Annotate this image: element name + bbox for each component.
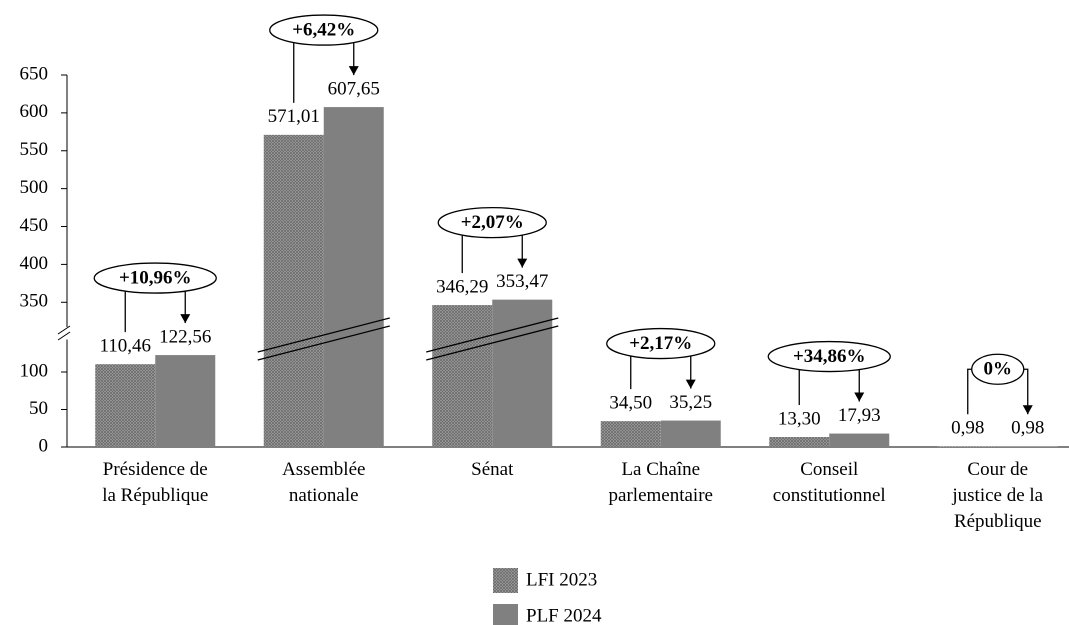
value-label: 110,46 (99, 336, 151, 357)
arrow-head (1022, 405, 1033, 415)
x-tick-label: Conseil constitutionnel (772, 459, 886, 506)
axis-break (57, 331, 71, 341)
x-tick-label: Cour de justice de la République (952, 459, 1044, 532)
annotation-label: +34,86% (793, 346, 866, 367)
bar (600, 421, 661, 447)
y-tick-label: 600 (20, 101, 49, 122)
y-tick-label: 0 (39, 435, 49, 456)
bar (155, 355, 216, 447)
legend-label: LFI 2023 (526, 569, 597, 590)
value-label: 13,30 (778, 408, 821, 429)
value-label: 353,47 (496, 271, 548, 292)
arrow-head (685, 379, 696, 389)
arrow-head (180, 314, 191, 324)
arrow-head (854, 392, 865, 402)
arrow-head (348, 66, 359, 76)
value-label: 346,29 (436, 276, 488, 297)
value-label: 607,65 (328, 78, 380, 99)
annotation-bubble (93, 262, 217, 294)
bar (829, 433, 890, 447)
value-label: 571,01 (268, 106, 320, 127)
bar (263, 134, 324, 447)
axis-break (57, 325, 71, 335)
bar-break (426, 325, 559, 361)
y-tick-label: 350 (20, 291, 49, 312)
y-tick-label: 650 (20, 63, 49, 84)
x-tick-label: La Chaîne parlementaire (608, 459, 713, 506)
bar (997, 446, 1058, 447)
bar (492, 299, 553, 447)
y-tick-label: 50 (29, 398, 48, 419)
annotation-bubble (767, 340, 891, 373)
bar (95, 364, 156, 447)
bar (937, 446, 998, 447)
value-label: 0,98 (951, 418, 984, 439)
bar (432, 305, 493, 447)
value-label: 0,98 (1011, 418, 1044, 439)
annotation-arrow (1023, 368, 1029, 415)
x-tick-label: Assemblée nationale (282, 459, 366, 506)
annotation-bubble (269, 14, 379, 46)
annotation-line (967, 368, 972, 415)
value-label: 17,93 (838, 405, 881, 426)
y-tick-label: 550 (20, 139, 49, 160)
x-tick-label: Sénat (471, 459, 514, 480)
arrow-head (517, 258, 528, 268)
legend-label: PLF 2024 (526, 605, 602, 625)
annotation-bubble (437, 206, 547, 239)
bar (323, 107, 384, 447)
legend-swatch (493, 604, 518, 625)
value-label: 122,56 (159, 326, 211, 347)
value-label: 35,25 (669, 392, 712, 413)
bar (769, 437, 830, 447)
annotation-label: +2,17% (629, 333, 692, 354)
annotation-label: +2,07% (461, 212, 524, 233)
x-tick-label: Présidence de la République (102, 459, 209, 506)
bar-break (426, 317, 559, 353)
y-tick-label: 450 (20, 215, 49, 236)
annotation-label: +6,42% (292, 19, 355, 40)
annotation-label: 0% (984, 359, 1013, 380)
bar-break (257, 325, 390, 361)
annotation-bubble (606, 327, 716, 360)
legend-swatch (493, 568, 518, 593)
y-tick-label: 500 (20, 177, 49, 198)
y-tick-label: 100 (20, 360, 49, 381)
bar-break (257, 317, 390, 353)
annotation-label: +10,96% (119, 267, 192, 288)
bar (660, 420, 721, 447)
value-label: 34,50 (609, 392, 652, 413)
y-tick-label: 400 (20, 253, 49, 274)
